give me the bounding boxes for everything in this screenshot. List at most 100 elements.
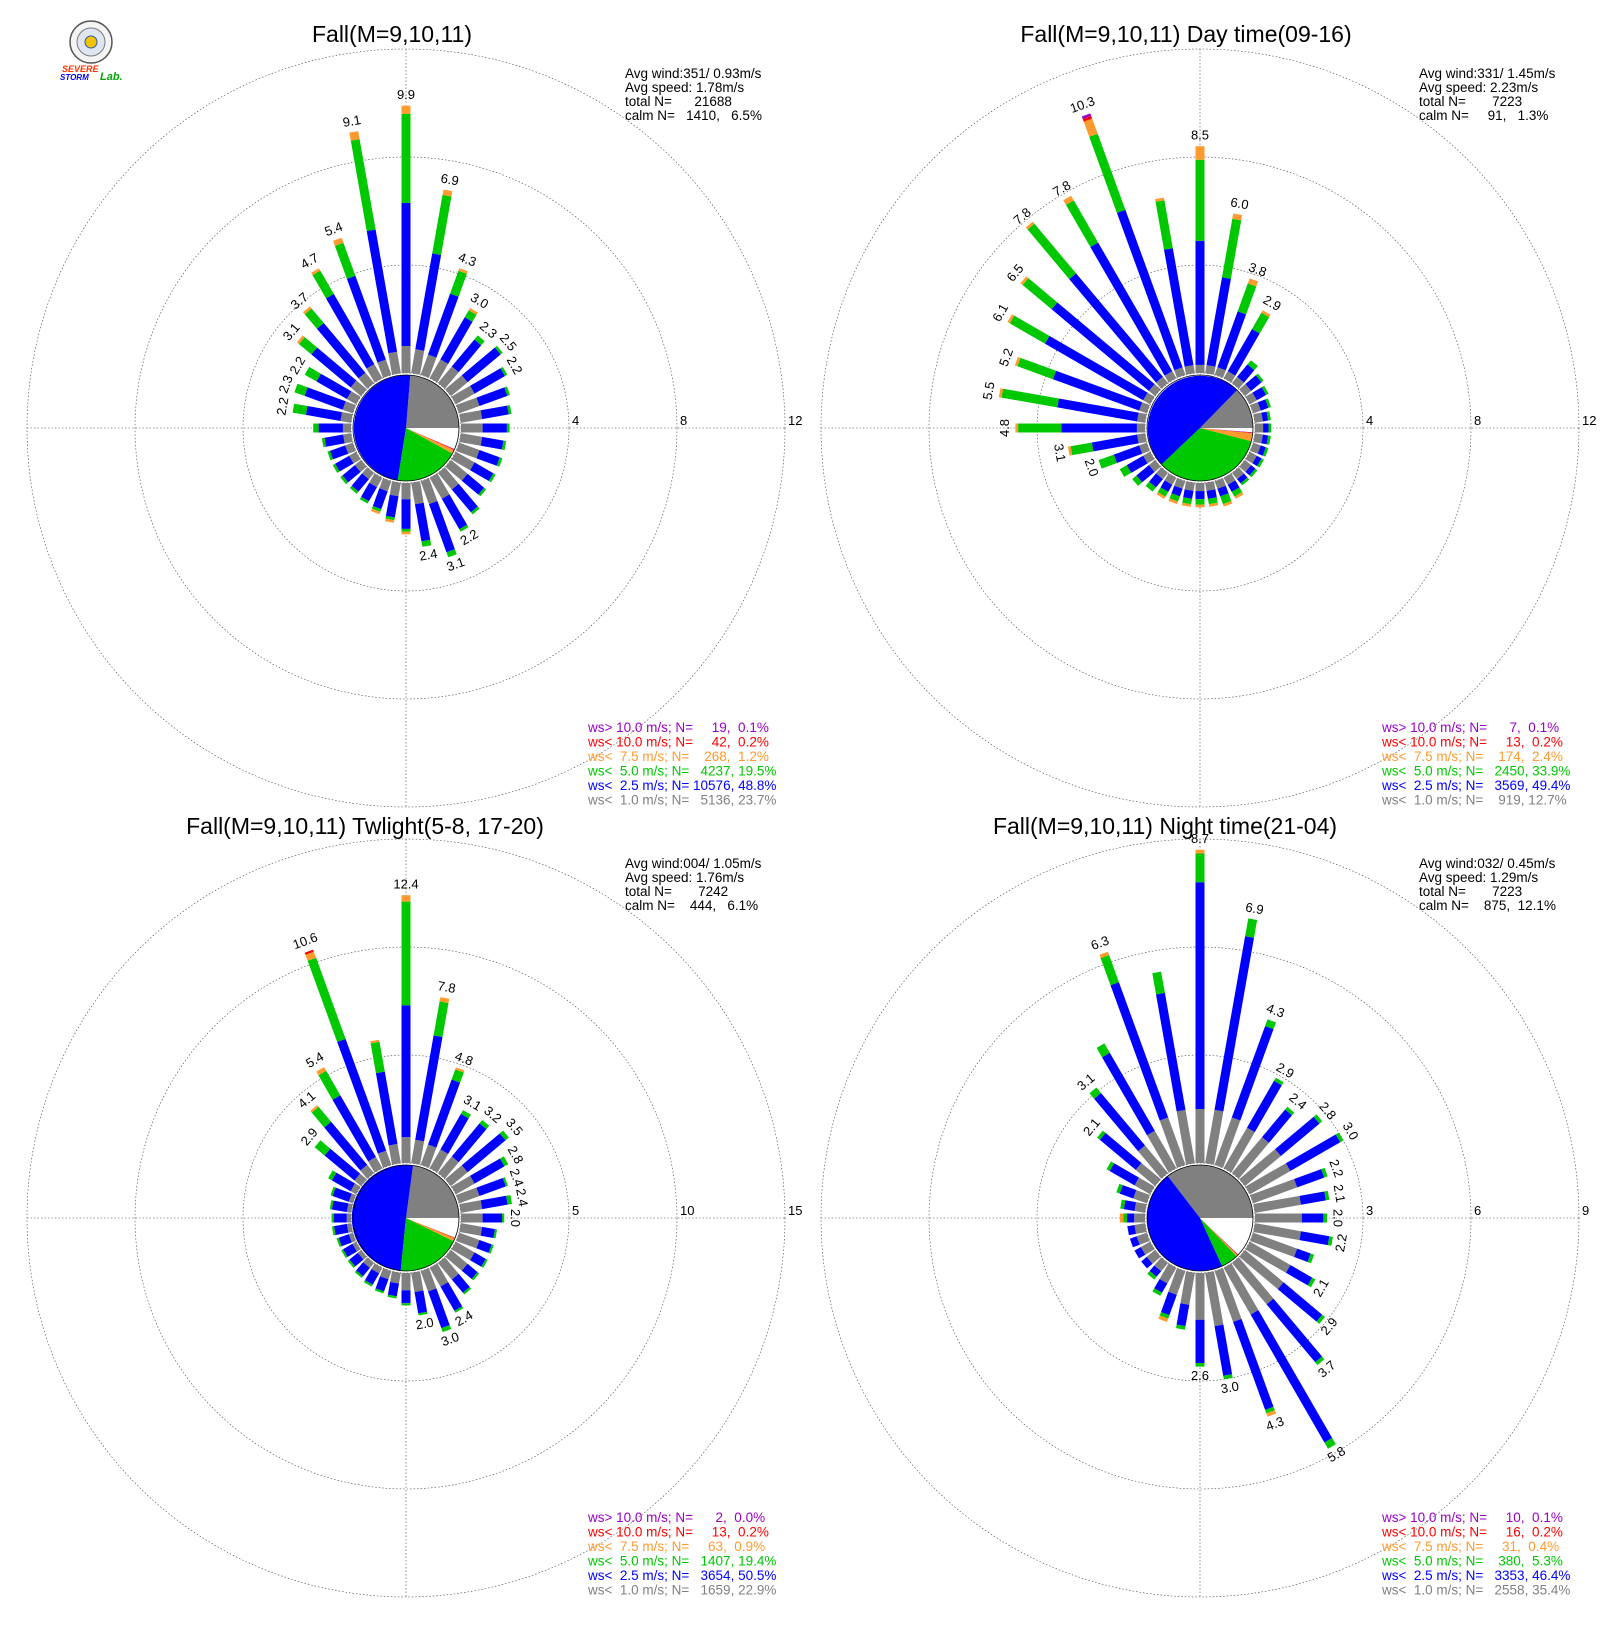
bar-segment-lt25-250 — [338, 1234, 352, 1247]
bar-segment-lt1-240 — [1140, 1241, 1155, 1255]
bar-segment-lt5-300 — [1106, 1161, 1115, 1171]
bar-segment-lt5-40 — [479, 1120, 490, 1130]
bar-segment-lt25-230 — [349, 1252, 364, 1267]
pie-slice-lt5 — [1161, 428, 1252, 481]
bar-segment-lt1-70 — [456, 1187, 480, 1204]
bar-value-label-10: 6.9 — [1244, 899, 1264, 917]
bar-segment-lt1-240 — [1143, 451, 1155, 464]
bar-value-label-160: 3.1 — [444, 554, 466, 574]
bar-segment-lt25-100 — [480, 1226, 495, 1238]
bar-segment-lt1-170 — [1205, 1271, 1224, 1327]
bar-segment-lt5-150 — [1231, 487, 1243, 497]
radius-tick-label: 3 — [1366, 1203, 1373, 1218]
bar-segment-lt1-340 — [377, 359, 392, 378]
bar-value-label-180: 2.6 — [1191, 1368, 1209, 1383]
bar-segment-lt1-340 — [1159, 1117, 1186, 1168]
bar-segment-lt25-350 — [375, 1071, 398, 1146]
radius-tick-label: 8 — [680, 413, 687, 428]
pie-slice-lt25 — [1147, 375, 1237, 465]
bar-value-label-290: 5.2 — [996, 346, 1016, 368]
bar-segment-lt1-200 — [379, 478, 392, 492]
bar-segment-lt5-260 — [331, 1226, 336, 1236]
bar-segment-lt25-200 — [1171, 485, 1183, 497]
bar-segment-lt1-280 — [1134, 1202, 1147, 1213]
bar-segment-lt5-320 — [1089, 1087, 1101, 1099]
bar-value-label-290: 2.3 — [275, 373, 295, 395]
bar-segment-lt25-280 — [1057, 398, 1139, 422]
info-line: Avg speed: 2.23m/s — [1419, 80, 1538, 95]
bar-segment-lt25-320 — [316, 323, 366, 379]
bar-segment-lt5-90 — [1323, 1213, 1327, 1223]
bar-segment-lt25-250 — [1129, 1236, 1140, 1248]
bar-segment-lt1-270 — [342, 423, 351, 433]
bar-segment-lt5-170 — [421, 539, 432, 547]
bar-value-label-170: 2.4 — [418, 546, 438, 564]
bar-value-label-0: 9.9 — [397, 87, 415, 102]
bar-segment-lt1-320 — [360, 1164, 375, 1179]
bar-segment-lt25-320 — [1069, 273, 1163, 383]
bar-segment-lt25-100 — [1261, 434, 1269, 445]
bar-segment-lt5-280 — [1001, 388, 1059, 408]
bar-segment-lt1-150 — [1223, 473, 1236, 485]
bar-segment-lt1-20 — [1214, 1117, 1241, 1168]
bar-segment-lt25-310 — [1099, 1132, 1142, 1170]
bar-segment-lt5-280 — [292, 403, 308, 415]
bar-value-label-300: 6.1 — [989, 301, 1011, 324]
bar-segment-lt25-80 — [480, 1195, 508, 1210]
bar-segment-lt1-240 — [349, 451, 361, 464]
bar-segment-lt5-130 — [478, 487, 487, 497]
bar-segment-lt1-110 — [1250, 442, 1261, 454]
bar-segment-lt5-280 — [329, 1200, 334, 1210]
bar-segment-lt5-290 — [330, 1186, 336, 1196]
bar-segment-lt25-60 — [1252, 387, 1267, 401]
bar-segment-lt5-10 — [432, 194, 452, 255]
bar-segment-lt25-0 — [401, 1005, 411, 1138]
bar-segment-lt5-320 — [1027, 223, 1077, 280]
bar-segment-lt25-70 — [476, 387, 508, 406]
bar-segment-lt75-350 — [1155, 197, 1165, 202]
bar-segment-lt25-30 — [440, 317, 473, 364]
bar-segment-lt1-130 — [445, 459, 468, 481]
bar-segment-lt25-90 — [1301, 1213, 1324, 1223]
bar-segment-lt25-200 — [1161, 1291, 1177, 1316]
bar-value-label-100: 2.2 — [1332, 1233, 1350, 1253]
bar-segment-lt25-210 — [1160, 480, 1173, 492]
bar-segment-lt25-270 — [318, 423, 343, 433]
bar-segment-lt5-120 — [1307, 1277, 1316, 1288]
lab-logo: SEVERE STORM Lab. — [60, 20, 123, 83]
bar-segment-lt1-80 — [459, 1200, 483, 1213]
bar-segment-lt25-230 — [1136, 465, 1155, 483]
bar-segment-lt25-120 — [470, 1252, 486, 1267]
bar-segment-lt1-300 — [1143, 392, 1155, 405]
bar-segment-lt1-270 — [1136, 423, 1145, 433]
bar-segment-lt5-50 — [499, 1130, 509, 1141]
bar-segment-lt25-330 — [1090, 242, 1173, 376]
bar-segment-lt25-280 — [1123, 1200, 1136, 1211]
bar-segment-lt25-70 — [1257, 399, 1269, 411]
bar-value-label-280: 2.2 — [273, 396, 291, 416]
bar-segment-lt75-340 — [305, 951, 317, 961]
bar-segment-lt25-140 — [451, 1273, 470, 1293]
bar-segment-lt75-180 — [401, 531, 411, 535]
grid-ring — [134, 156, 678, 700]
bar-segment-lt1-80 — [459, 410, 483, 423]
bar-segment-lt25-190 — [1183, 489, 1194, 499]
bar-segment-lt25-90 — [1263, 423, 1269, 433]
bar-segment-lt75-330 — [1063, 195, 1074, 205]
legend-entry: ws> 10.0 m/s; N= 10, 0.1% — [1381, 1510, 1563, 1525]
bar-segment-lt5-70 — [1265, 398, 1271, 408]
bar-segment-lt25-340 — [346, 275, 386, 363]
bar-segment-lt1-220 — [1154, 1257, 1169, 1272]
bar-segment-lt1-310 — [354, 1173, 367, 1187]
bar-segment-lt25-220 — [351, 473, 369, 492]
bar-segment-lt5-220 — [1145, 481, 1156, 492]
legend-entry: ws< 1.0 m/s; N= 5136, 23.7% — [587, 793, 776, 808]
bar-segment-lt25-300 — [1044, 335, 1148, 401]
bar-segment-lt75-10 — [442, 189, 453, 197]
bar-segment-lt1-210 — [1164, 473, 1177, 485]
bar-segment-lt5-30 — [1252, 312, 1270, 334]
bar-segment-lt1-260 — [1137, 433, 1147, 444]
bar-segment-lt1-130 — [1239, 1249, 1284, 1290]
bar-value-label-10: 6.0 — [1229, 194, 1249, 212]
bar-segment-lt1-60 — [1245, 1163, 1291, 1195]
